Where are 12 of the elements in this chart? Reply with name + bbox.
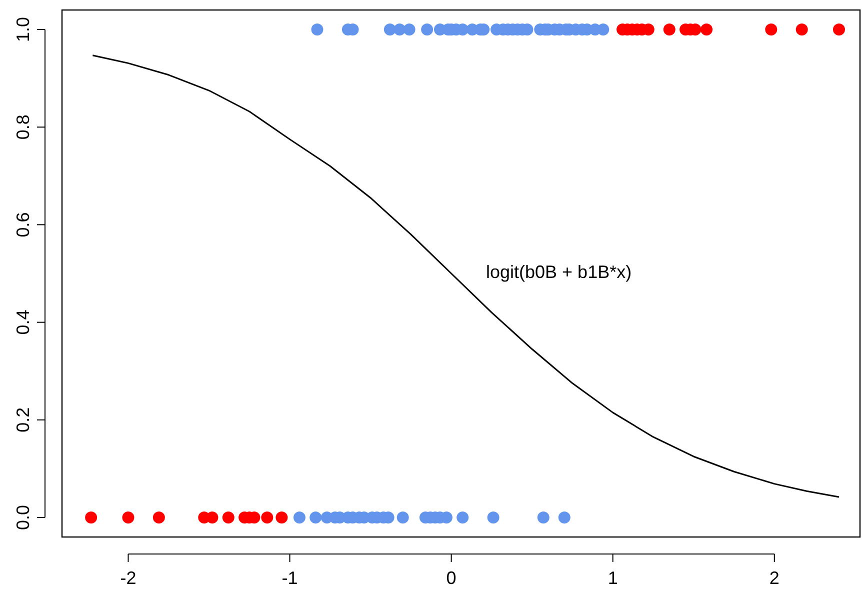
y-tick-label: 0.0 xyxy=(13,504,33,530)
y-tick-label: 0.2 xyxy=(13,407,33,432)
x-tick-label: 0 xyxy=(446,568,456,588)
y-tick-label: 0.4 xyxy=(13,310,33,335)
x-tick-label: 1 xyxy=(608,568,618,588)
y-tick-label: 1.0 xyxy=(13,17,33,42)
y-tick-label: 0.6 xyxy=(13,212,33,238)
y-tick-label: 0.8 xyxy=(13,114,33,140)
x-tick-label: -2 xyxy=(120,568,136,588)
x-tick-label: 2 xyxy=(769,568,780,588)
annotation: logit(b0B + b1B*x) xyxy=(486,262,632,282)
x-tick-label: -1 xyxy=(282,568,298,588)
